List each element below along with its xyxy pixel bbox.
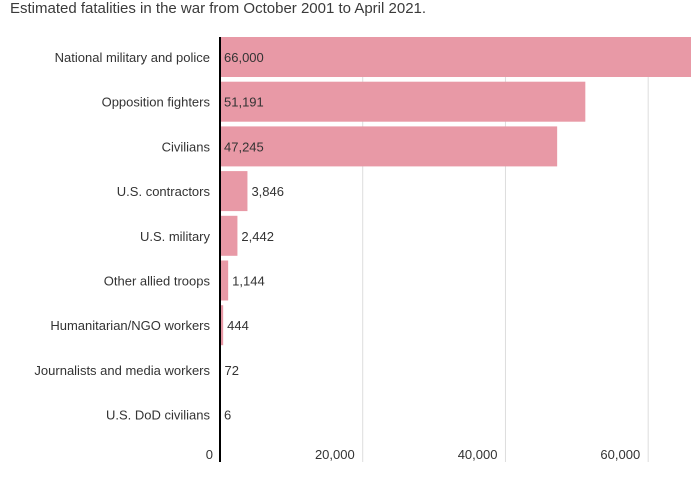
bar	[220, 81, 586, 122]
value-label: 66,000	[224, 50, 264, 65]
category-label: Other allied troops	[104, 274, 211, 289]
category-label: Civilians	[162, 139, 211, 154]
value-label: 444	[227, 318, 249, 333]
bar	[220, 215, 238, 256]
category-label: National military and police	[55, 50, 210, 65]
x-tick-label: 60,000	[600, 447, 640, 462]
bar	[220, 126, 558, 167]
value-label: 1,144	[232, 274, 265, 289]
category-label: Humanitarian/NGO workers	[50, 318, 210, 333]
labels: 0 20,000 40,000 60,000 National military and…	[34, 50, 640, 462]
value-label: 3,846	[251, 184, 284, 199]
bar	[220, 305, 224, 346]
x-tick-label: 0	[206, 447, 213, 462]
x-tick-label: 20,000	[315, 447, 355, 462]
value-label: 6	[224, 408, 231, 423]
x-tick-label: 40,000	[458, 447, 498, 462]
value-label: 51,191	[224, 95, 264, 110]
category-label: Journalists and media workers	[34, 363, 210, 378]
bar	[220, 260, 229, 301]
bar	[220, 37, 691, 77]
bar	[220, 171, 248, 212]
bars	[220, 37, 691, 435]
category-label: Opposition fighters	[102, 95, 211, 110]
category-label: U.S. contractors	[117, 184, 211, 199]
chart-title: Estimated fatalities in the war from Oct…	[10, 0, 427, 17]
category-label: U.S. military	[140, 229, 211, 244]
value-label: 47,245	[224, 139, 264, 154]
value-label: 72	[225, 363, 239, 378]
category-label: U.S. DoD civilians	[106, 408, 211, 423]
value-label: 2,442	[241, 229, 274, 244]
